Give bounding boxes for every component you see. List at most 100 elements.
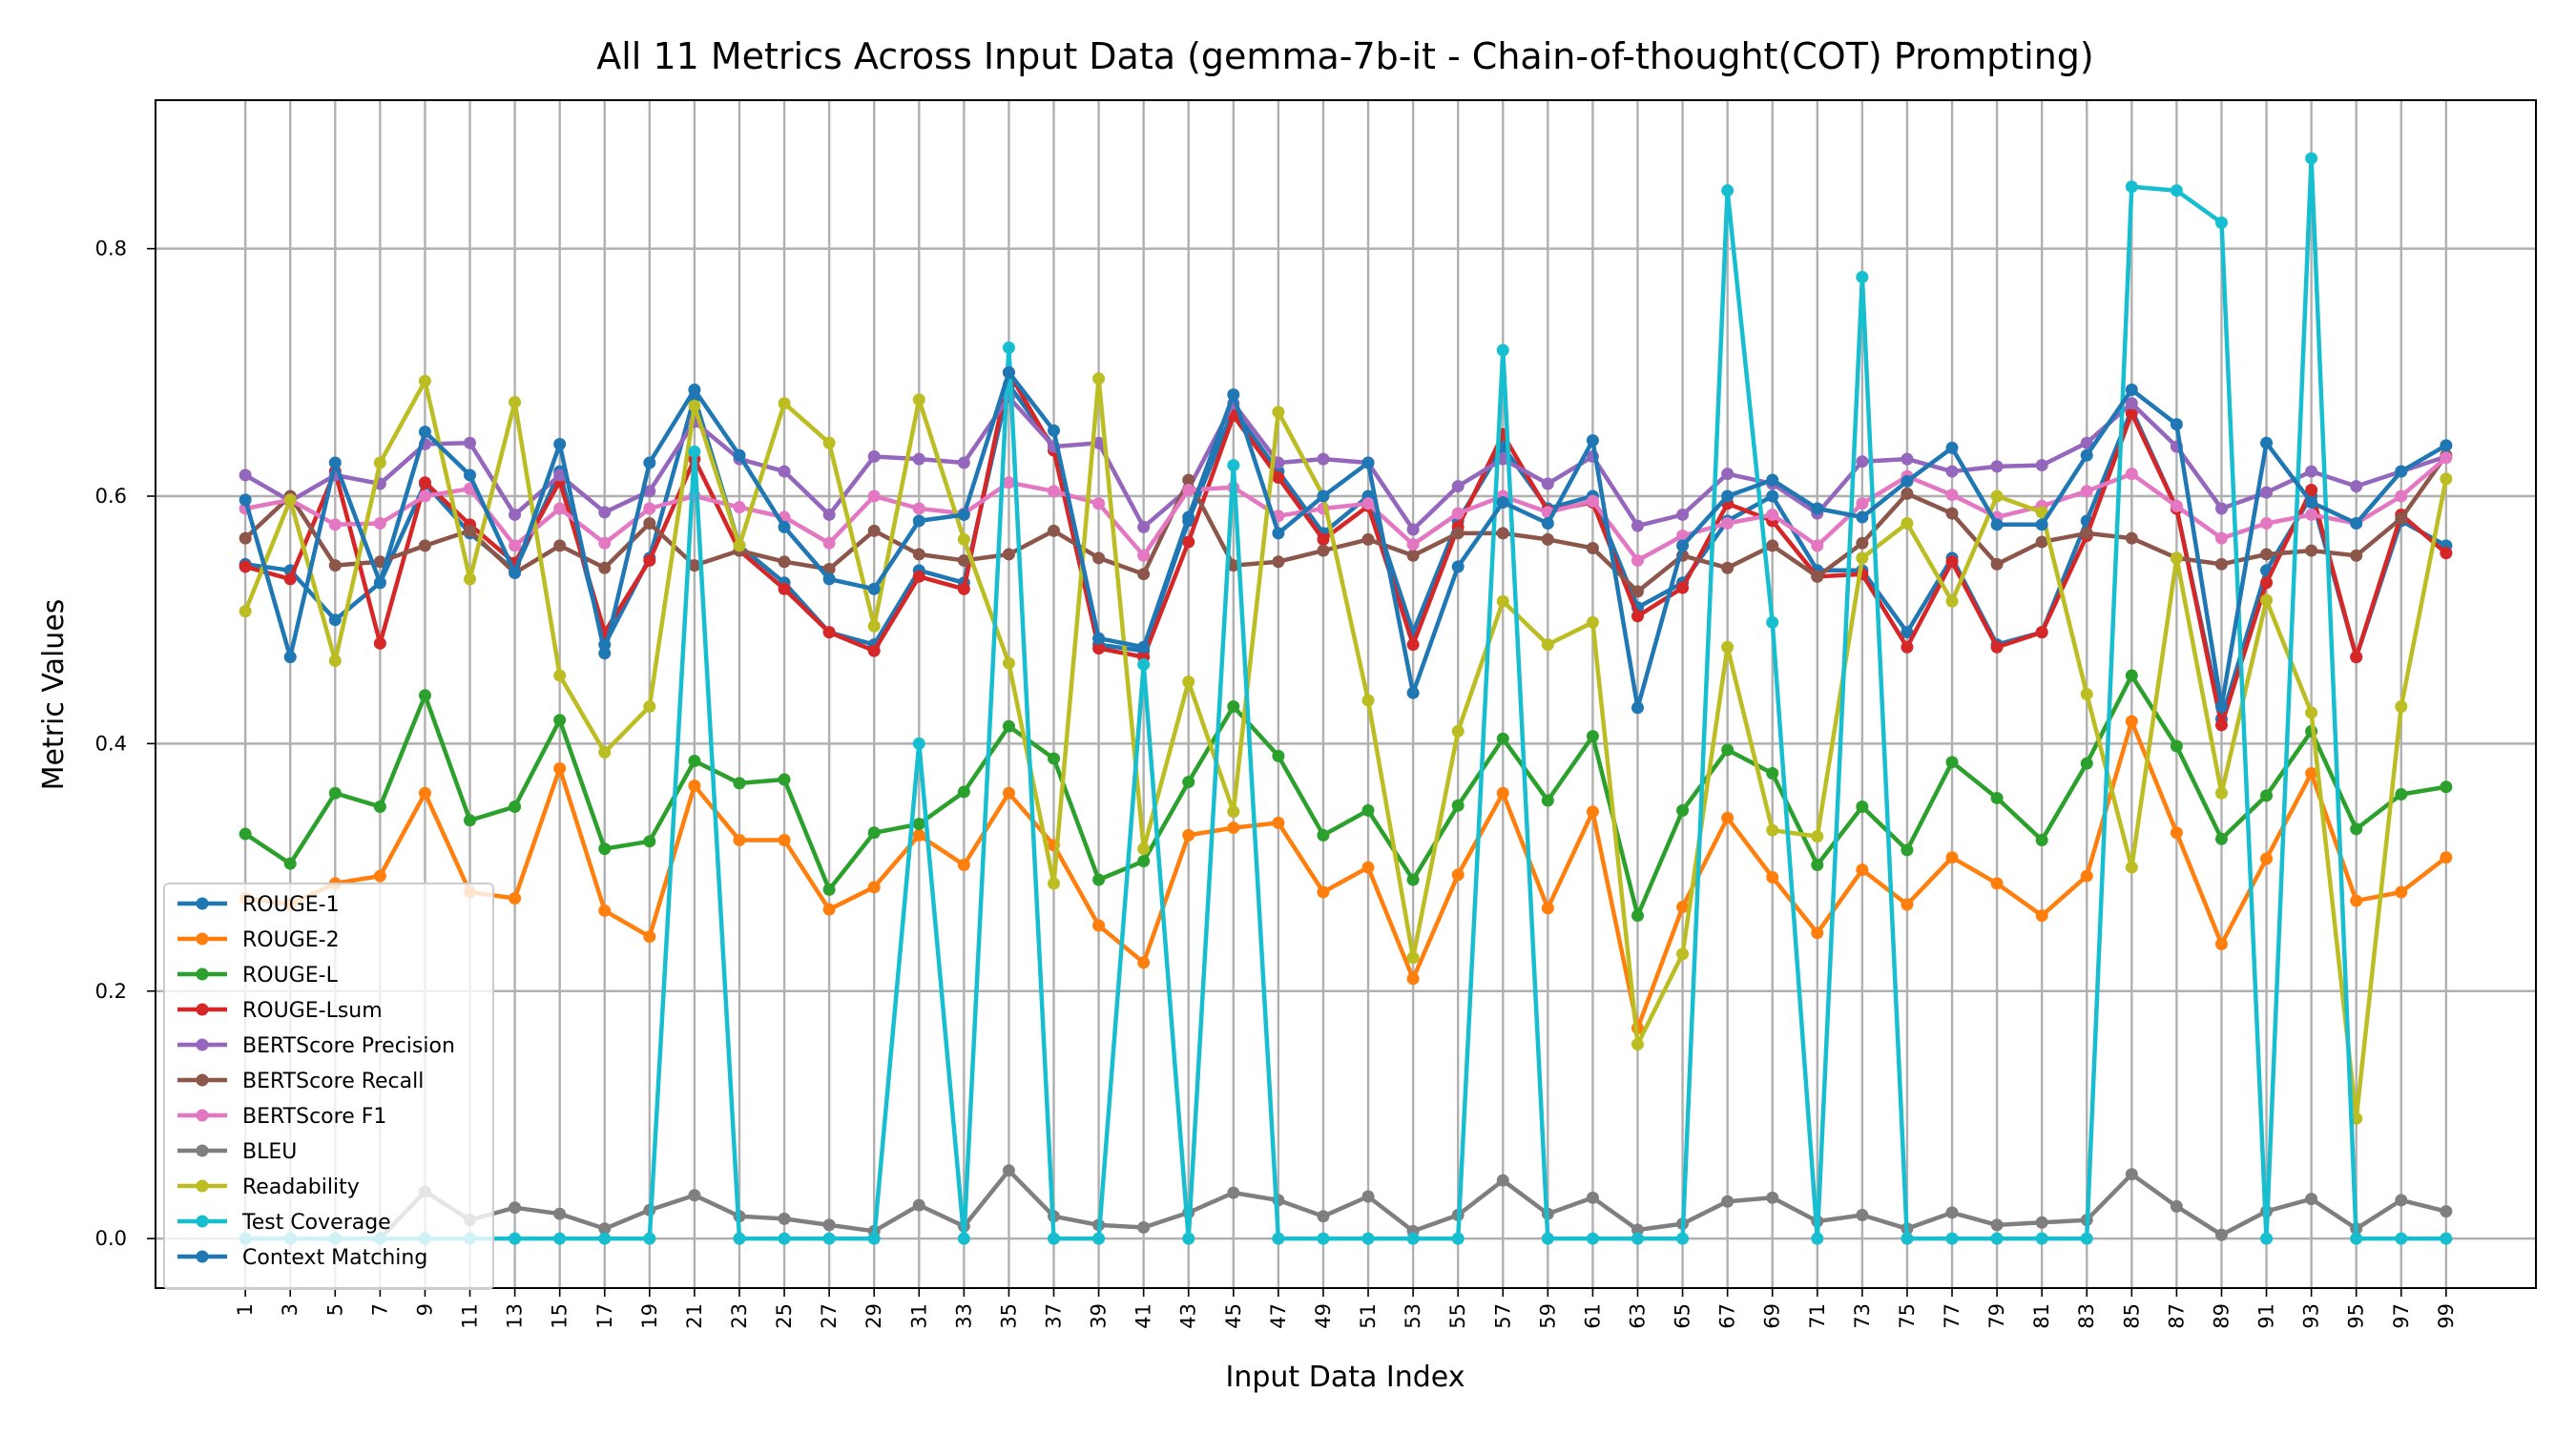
data-point: [2125, 861, 2138, 874]
data-point: [2305, 465, 2318, 478]
data-point: [2395, 489, 2408, 503]
x-tick-label: 53: [1402, 1303, 1424, 1329]
x-tick-label: 19: [638, 1303, 661, 1329]
x-tick-label: 91: [2255, 1303, 2278, 1329]
data-point: [1406, 972, 1420, 986]
data-point: [1406, 873, 1420, 886]
data-point: [598, 842, 612, 856]
data-point: [598, 561, 612, 574]
data-point: [509, 1232, 522, 1245]
data-point: [2214, 718, 2228, 732]
data-point: [688, 383, 701, 396]
data-point: [1901, 474, 1914, 488]
data-point: [1496, 594, 1509, 608]
x-tick-label: 27: [818, 1303, 841, 1329]
data-point: [1586, 434, 1599, 447]
y-tick-label: 0.2: [95, 980, 127, 1003]
x-tick-label: 57: [1491, 1303, 1514, 1329]
legend-marker: [196, 1215, 209, 1228]
data-point: [1361, 1232, 1375, 1245]
legend-label: BERTScore Recall: [242, 1070, 424, 1093]
data-point: [464, 814, 477, 827]
data-point: [2350, 549, 2363, 562]
data-point: [912, 548, 925, 561]
data-point: [1766, 473, 1779, 487]
legend-marker: [196, 1073, 209, 1087]
data-point: [418, 786, 431, 800]
data-point: [2035, 1232, 2048, 1245]
data-point: [1811, 830, 1824, 843]
data-point: [1856, 270, 1869, 283]
data-point: [2125, 1168, 2138, 1181]
legend-label: BERTScore Precision: [242, 1034, 455, 1058]
data-point: [1721, 468, 1735, 481]
legend-marker: [196, 932, 209, 946]
data-point: [867, 450, 881, 463]
data-point: [1182, 676, 1195, 689]
data-point: [283, 493, 297, 507]
data-point: [688, 445, 701, 458]
data-point: [2035, 909, 2048, 923]
data-point: [1945, 1206, 1959, 1219]
data-point: [778, 555, 791, 569]
data-point: [1227, 699, 1240, 713]
data-point: [509, 566, 522, 579]
y-tick-label: 0.0: [95, 1227, 127, 1250]
legend-label: Test Coverage: [241, 1211, 391, 1235]
data-point: [1766, 870, 1779, 884]
series-group: [239, 152, 2453, 1245]
data-point: [1586, 805, 1599, 819]
data-point: [1945, 1232, 1959, 1245]
data-point: [957, 1232, 970, 1245]
data-point: [643, 502, 656, 515]
data-point: [1856, 801, 1869, 814]
data-point: [957, 582, 970, 595]
data-point: [1586, 1191, 1599, 1204]
data-point: [1856, 455, 1869, 468]
data-point: [867, 826, 881, 840]
data-point: [418, 476, 431, 489]
data-point: [2260, 486, 2274, 499]
data-point: [1451, 724, 1465, 738]
data-point: [733, 539, 746, 552]
legend-box: [163, 883, 494, 1290]
data-point: [2305, 508, 2318, 521]
x-tick-label: 5: [323, 1303, 346, 1316]
data-point: [2080, 448, 2093, 462]
data-point: [957, 553, 970, 567]
data-point: [2395, 788, 2408, 801]
data-point: [733, 1232, 746, 1245]
data-point: [2035, 459, 2048, 472]
data-point: [822, 1232, 836, 1245]
data-point: [1856, 863, 1869, 877]
data-point: [239, 827, 252, 841]
data-point: [2440, 851, 2453, 864]
data-point: [688, 755, 701, 768]
data-point: [1901, 843, 1914, 857]
data-point: [1811, 539, 1824, 552]
axis-ticks: 1 3 5 7 9 11 13 15 17 19 21 23 25 27 29 31 33 35 37 39 41 43 4…: [95, 238, 2458, 1329]
data-point: [2350, 517, 2363, 530]
data-point: [2305, 706, 2318, 719]
data-point: [2350, 651, 2363, 664]
legend-label: ROUGE-L: [242, 964, 339, 988]
data-point: [373, 456, 386, 469]
data-point: [912, 737, 925, 750]
data-point: [1361, 456, 1375, 469]
data-point: [643, 456, 656, 469]
series-5: [239, 448, 2453, 598]
data-point: [1272, 406, 1285, 419]
data-point: [957, 508, 970, 521]
data-point: [464, 436, 477, 449]
chart-title: All 11 Metrics Across Input Data (gemma-…: [596, 35, 2094, 77]
data-point: [509, 891, 522, 905]
x-tick-label: 87: [2165, 1303, 2188, 1329]
data-point: [1990, 1218, 2004, 1232]
series-line: [243, 370, 2447, 711]
x-tick-label: 99: [2435, 1303, 2458, 1329]
data-point: [1451, 799, 1465, 812]
data-point: [1317, 544, 1330, 557]
legend-marker: [196, 1003, 209, 1016]
data-point: [1541, 517, 1554, 530]
data-point: [1766, 539, 1779, 552]
